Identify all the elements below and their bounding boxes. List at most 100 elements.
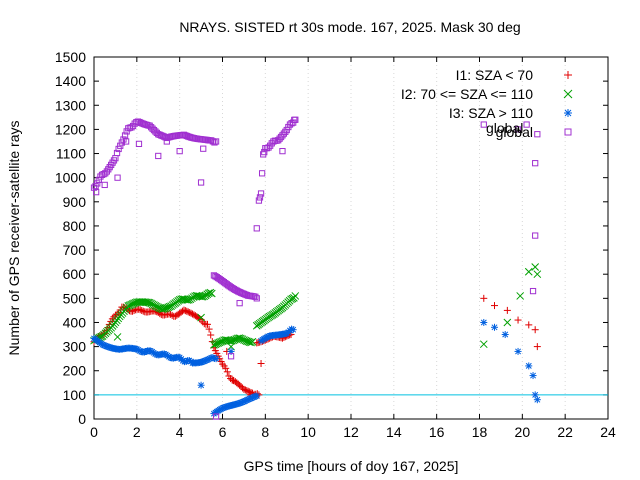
data-point [244, 387, 252, 395]
data-point [479, 340, 488, 349]
data-point [209, 138, 216, 145]
data-point [121, 132, 129, 139]
data-point [186, 309, 194, 317]
data-point [123, 138, 130, 145]
data-point [490, 323, 498, 331]
data-point [181, 307, 189, 315]
data-point [514, 347, 522, 355]
data-point [533, 270, 542, 279]
y-tick-label: 1300 [55, 97, 86, 113]
series-2 [90, 318, 541, 418]
series-0 [90, 294, 541, 399]
data-point [236, 300, 243, 307]
data-point [117, 142, 124, 149]
data-point [163, 138, 170, 145]
overlay-global-label: global [486, 120, 523, 136]
y-tick-label: 300 [63, 339, 87, 355]
legend-label: global [496, 124, 533, 140]
data-point [503, 318, 512, 327]
data-point [532, 232, 539, 239]
data-point [212, 138, 220, 145]
y-tick-label: 1200 [55, 121, 86, 137]
y-tick-label: 1100 [56, 146, 86, 162]
data-point [183, 296, 192, 304]
data-point [135, 140, 143, 148]
data-point [533, 343, 541, 351]
data-point [197, 179, 205, 186]
x-tick-label: 14 [386, 424, 402, 440]
data-point [204, 320, 212, 328]
data-point [93, 189, 100, 196]
data-point [289, 326, 297, 334]
x-axis-label: GPS time [hours of doy 167, 2025] [244, 458, 459, 474]
data-point [286, 121, 294, 128]
data-point [128, 124, 135, 131]
data-point [233, 334, 242, 343]
data-point [212, 413, 220, 420]
data-point [564, 109, 572, 117]
data-point [245, 338, 254, 346]
x-tick-label: 4 [176, 424, 184, 440]
data-point [248, 337, 257, 346]
data-point [255, 197, 263, 204]
data-point [529, 287, 537, 295]
data-point [205, 325, 213, 333]
data-point [197, 292, 205, 301]
y-tick-label: 500 [63, 290, 87, 306]
data-point [563, 89, 573, 99]
data-point [187, 309, 195, 317]
data-point [253, 225, 260, 232]
data-point [115, 145, 122, 153]
data-point [246, 388, 254, 396]
data-point [95, 176, 102, 184]
series-3 [90, 116, 541, 420]
x-tick-label: 20 [515, 424, 531, 440]
series-1 [90, 263, 542, 351]
data-point [144, 298, 153, 307]
y-tick-label: 200 [63, 363, 87, 379]
data-point [564, 71, 572, 79]
y-tick-label: 800 [63, 218, 87, 234]
data-point [523, 121, 530, 128]
data-point [160, 304, 168, 313]
x-tick-label: 2 [133, 424, 141, 440]
x-tick-label: 8 [261, 424, 269, 440]
data-point [256, 194, 264, 201]
y-tick-label: 1000 [55, 170, 86, 186]
x-tick-label: 12 [343, 424, 359, 440]
data-point [258, 170, 266, 177]
data-point [292, 116, 299, 123]
data-point [113, 149, 121, 157]
data-point [94, 180, 101, 187]
y-axis-label: Number of GPS receiver-satellite rays [6, 121, 22, 356]
data-point [180, 306, 188, 314]
data-point [279, 147, 286, 155]
data-point [524, 267, 533, 276]
legend-label: I1: SZA < 70 [456, 67, 534, 83]
legend-label: I3: SZA > 110 [449, 105, 533, 121]
data-point [197, 313, 205, 322]
data-point [533, 396, 541, 404]
data-point [139, 307, 147, 315]
data-point [190, 311, 198, 319]
data-point [136, 306, 144, 314]
x-tick-label: 22 [557, 424, 573, 440]
data-point [98, 171, 106, 178]
data-point [142, 298, 151, 307]
data-point [114, 174, 121, 181]
data-point [525, 321, 533, 329]
data-point [564, 128, 572, 136]
y-tick-label: 1500 [55, 49, 86, 65]
data-point [532, 160, 539, 167]
data-point [241, 336, 250, 345]
y-tick-label: 700 [63, 242, 87, 258]
data-point [480, 294, 488, 302]
data-point [243, 387, 251, 395]
data-point [265, 144, 272, 151]
legend: I1: SZA < 70 I2: 70 <= SZA <= 110 I3: SZA … [401, 67, 573, 140]
data-marks [90, 116, 542, 420]
chart-title: NRAYS. SISTED rt 30s mode. 167, 2025. Ma… [179, 19, 520, 35]
data-point [227, 353, 235, 360]
data-point [531, 263, 540, 271]
data-point [531, 326, 539, 334]
